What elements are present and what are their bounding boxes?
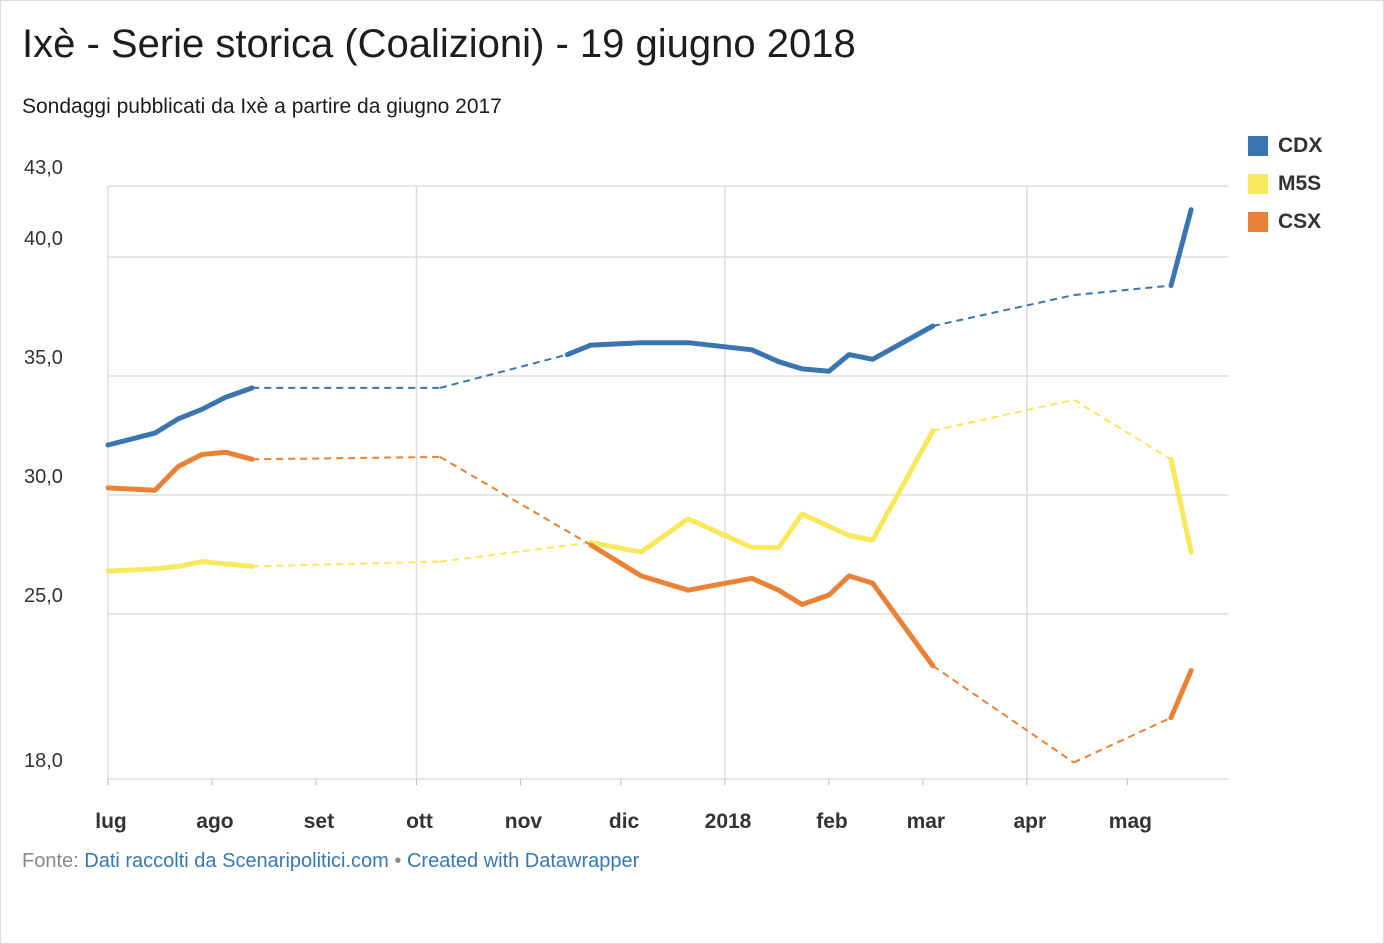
series-line-cdx <box>105 385 255 448</box>
series-line-csx <box>105 449 255 493</box>
x-tick-label: nov <box>505 810 543 833</box>
x-tick-label: lug <box>95 810 127 833</box>
series-gap-m5s <box>932 398 1074 432</box>
series-layer <box>105 207 1194 764</box>
series-line-m5s <box>105 559 255 574</box>
source-link[interactable]: Dati raccolti da Scenaripolitici.com <box>84 850 389 872</box>
legend-swatch-cdx <box>1248 136 1268 156</box>
legend-swatch-m5s <box>1248 174 1268 194</box>
legend-item-m5s[interactable]: M5S <box>1248 165 1322 203</box>
footer-separator: • <box>394 850 402 872</box>
legend-label-m5s: M5S <box>1278 172 1322 195</box>
series-gap-m5s <box>252 560 441 568</box>
x-tick-label: feb <box>816 810 848 833</box>
series-line-m5s <box>1168 456 1194 555</box>
y-tick-label: 18,0 <box>24 750 63 772</box>
x-tick-label: dic <box>609 810 640 833</box>
chart-subtitle: Sondaggi pubblicati da Ixè a partire da … <box>22 95 502 118</box>
series-line-cdx <box>564 323 936 374</box>
series-m5s <box>105 398 1194 574</box>
legend-swatch-csx <box>1248 212 1268 232</box>
series-line-m5s <box>588 428 936 555</box>
chart-title: Ixè - Serie storica (Coalizioni) - 19 gi… <box>22 22 856 66</box>
series-line-csx <box>588 542 936 669</box>
x-tick-label: 2018 <box>705 810 752 833</box>
y-tick-label: 43,0 <box>24 157 63 179</box>
series-gap-csx <box>1073 716 1172 764</box>
series-gap-csx <box>439 456 592 546</box>
series-gap-m5s <box>439 541 591 563</box>
series-cdx <box>105 207 1194 448</box>
series-csx <box>105 449 1194 764</box>
axis-labels: 43,0 40,0 35,0 30,0 25,0 18,0 lug ago set ott nov d… <box>24 157 1152 833</box>
datawrapper-credit-link[interactable]: Created with Datawrapper <box>406 850 640 872</box>
series-gap-cdx <box>439 353 568 389</box>
series-gap-cdx <box>932 294 1074 327</box>
y-tick-label: 30,0 <box>24 466 63 488</box>
footer-prefix: Fonte: <box>22 850 79 872</box>
y-tick-label: 40,0 <box>24 228 63 250</box>
legend-item-csx[interactable]: CSX <box>1248 203 1322 241</box>
series-gap-csx <box>252 455 440 461</box>
y-tick-label: 35,0 <box>24 347 63 369</box>
x-tick-label: set <box>304 810 334 833</box>
series-line-csx <box>1168 668 1194 721</box>
footer: Fonte: Dati raccolti da Scenaripolitici.… <box>22 850 639 873</box>
series-gap-cdx <box>1073 284 1172 297</box>
legend-label-csx: CSX <box>1278 210 1322 233</box>
x-tick-label: ago <box>196 810 233 833</box>
y-tick-label: 25,0 <box>24 585 63 607</box>
x-tick-label: mag <box>1109 810 1152 833</box>
x-tick-label: apr <box>1013 810 1046 833</box>
series-gap-csx <box>932 665 1075 764</box>
legend-item-cdx[interactable]: CDX <box>1248 127 1322 165</box>
legend: CDX M5S CSX <box>1248 127 1322 241</box>
series-line-cdx <box>1168 207 1194 289</box>
x-tick-label: ott <box>406 810 433 833</box>
series-gap-m5s <box>1073 398 1172 461</box>
x-tick-label: mar <box>907 810 946 833</box>
legend-label-cdx: CDX <box>1278 134 1323 157</box>
grid-layer <box>107 185 1228 785</box>
